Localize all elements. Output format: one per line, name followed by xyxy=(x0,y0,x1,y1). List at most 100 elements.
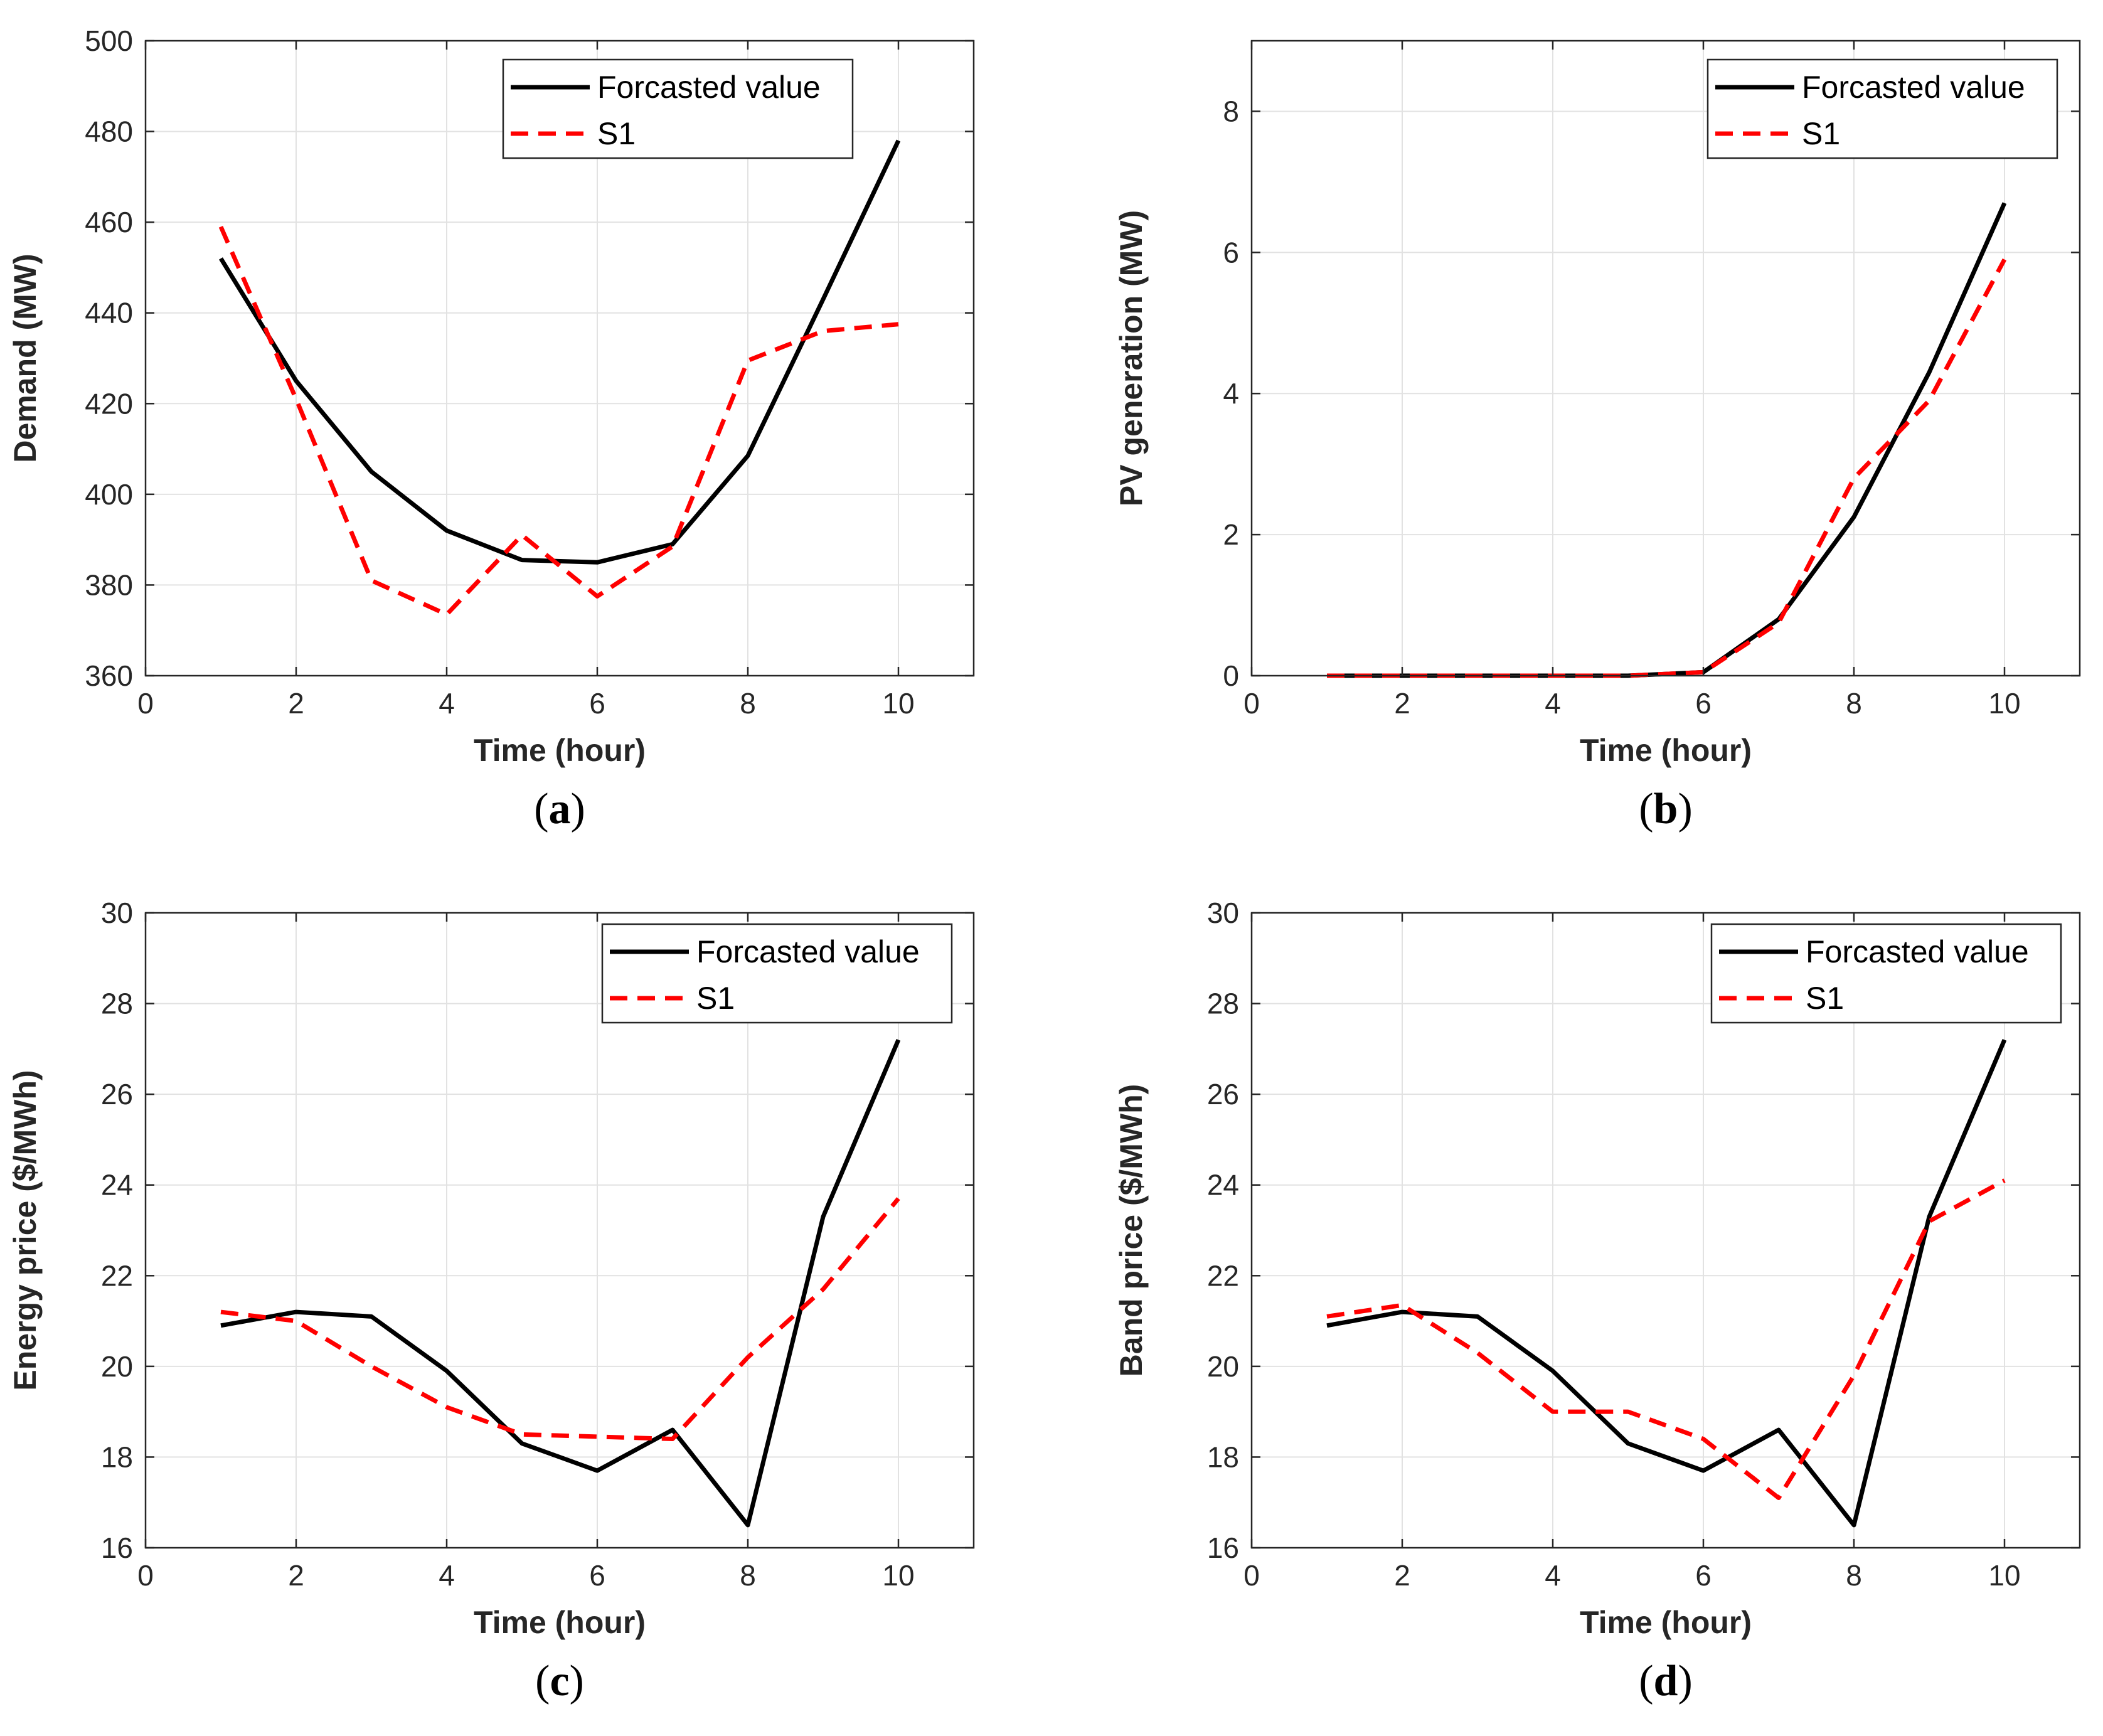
y-axis-label: PV generation (MW) xyxy=(1114,210,1149,506)
y-axis-label: Demand (MW) xyxy=(8,253,43,462)
caption-close-paren: ) xyxy=(1678,1657,1692,1705)
axes-box xyxy=(1250,40,2081,677)
legend-label: Forcasted value xyxy=(597,70,821,105)
panel-caption: (c) xyxy=(535,1657,584,1705)
caption-letter: a xyxy=(549,785,571,833)
legend: Forcasted value S1 xyxy=(1706,58,2058,159)
legend-box xyxy=(601,923,953,1024)
legend-label: S1 xyxy=(1806,981,1844,1016)
x-tick-label: 10 xyxy=(1988,1559,2020,1592)
caption-close-paren: ) xyxy=(571,785,585,833)
x-tick-label: 6 xyxy=(1695,1559,1712,1592)
forecast-series-line xyxy=(220,1039,901,1528)
caption-letter: c xyxy=(550,1657,569,1705)
y-tick-label: 480 xyxy=(85,115,133,148)
y-tick-label: 20 xyxy=(1207,1350,1239,1383)
y-axis-label: Energy price ($/MWh) xyxy=(8,1070,43,1390)
panel-caption: (a) xyxy=(534,785,585,833)
s1-series-line xyxy=(1326,1178,2006,1500)
x-tick-label: 0 xyxy=(1243,1559,1260,1592)
y-tick-label: 4 xyxy=(1223,377,1239,410)
y-tick-label: 400 xyxy=(85,478,133,511)
x-tick-label: 8 xyxy=(1846,687,1862,720)
axes-box xyxy=(1250,912,2081,1549)
x-tick-label: 0 xyxy=(137,687,154,720)
x-axis-label: Time (hour) xyxy=(474,1605,646,1640)
x-tick-label: 2 xyxy=(1394,687,1410,720)
y-axis-label: Band price ($/MWh) xyxy=(1114,1084,1149,1377)
x-tick-label: 2 xyxy=(288,687,304,720)
legend: Forcasted value S1 xyxy=(601,923,953,1024)
x-tick-label: 10 xyxy=(882,687,914,720)
caption-letter: d xyxy=(1654,1657,1678,1705)
legend-label: Forcasted value xyxy=(1806,934,2029,969)
y-tick-label: 26 xyxy=(1207,1078,1239,1110)
x-tick-label: 6 xyxy=(589,687,605,720)
y-tick-label: 22 xyxy=(1207,1259,1239,1292)
y-tick-label: 500 xyxy=(85,24,133,57)
y-tick-label: 28 xyxy=(101,988,133,1020)
y-tick-label: 6 xyxy=(1223,236,1239,269)
y-tick-label: 2 xyxy=(1223,518,1239,551)
caption-open-paren: ( xyxy=(534,785,548,833)
y-tick-label: 8 xyxy=(1223,95,1239,127)
y-tick-label: 18 xyxy=(1207,1440,1239,1473)
y-tick-label: 360 xyxy=(85,659,133,692)
y-tick-label: 380 xyxy=(85,568,133,601)
axes-box xyxy=(144,912,975,1549)
panel-b: 0 2 4 6 8 10 0 2 4 6 8 Time (hour) PV generation (MW… xyxy=(1114,40,2081,833)
y-tick-label: 22 xyxy=(101,1259,133,1292)
s1-series-line xyxy=(218,225,899,617)
x-tick-label: 10 xyxy=(882,1559,914,1592)
legend: Forcasted value S1 xyxy=(502,58,854,159)
y-tick-label: 460 xyxy=(85,206,133,238)
x-axis-label: Time (hour) xyxy=(1580,733,1752,768)
forecast-series-line xyxy=(1326,1039,2007,1528)
y-tick-label: 16 xyxy=(1207,1531,1239,1564)
caption-open-paren: ( xyxy=(535,1657,550,1705)
y-tick-label: 420 xyxy=(85,387,133,420)
caption-close-paren: ) xyxy=(1678,785,1692,833)
caption-letter: b xyxy=(1654,785,1678,833)
x-tick-label: 4 xyxy=(439,687,455,720)
y-tick-label: 24 xyxy=(1207,1169,1239,1201)
x-tick-label: 2 xyxy=(288,1559,304,1592)
legend-box xyxy=(1706,58,2058,159)
legend-label: Forcasted value xyxy=(696,934,920,969)
y-tick-label: 18 xyxy=(101,1440,133,1473)
y-tick-label: 24 xyxy=(101,1169,133,1201)
y-tick-label: 20 xyxy=(101,1350,133,1383)
x-tick-label: 8 xyxy=(740,687,756,720)
x-tick-label: 2 xyxy=(1394,1559,1410,1592)
legend-label: S1 xyxy=(1802,116,1840,151)
y-tick-label: 440 xyxy=(85,297,133,329)
x-tick-label: 6 xyxy=(589,1559,605,1592)
legend-box xyxy=(1710,923,2062,1024)
y-tick-label: 0 xyxy=(1223,659,1239,692)
forecast-series-line xyxy=(219,139,901,565)
panel-caption: (d) xyxy=(1639,1657,1693,1705)
legend-label: Forcasted value xyxy=(1802,70,2025,105)
x-tick-label: 4 xyxy=(439,1559,455,1592)
caption-open-paren: ( xyxy=(1639,785,1653,833)
x-tick-label: 4 xyxy=(1545,1559,1561,1592)
y-tick-label: 30 xyxy=(1207,897,1239,929)
y-tick-label: 26 xyxy=(101,1078,133,1110)
y-tick-label: 30 xyxy=(101,897,133,929)
caption-close-paren: ) xyxy=(570,1657,584,1705)
panel-caption: (b) xyxy=(1639,785,1693,833)
x-tick-label: 8 xyxy=(740,1559,756,1592)
axes-box xyxy=(144,40,975,677)
y-tick-label: 16 xyxy=(101,1531,133,1564)
x-tick-label: 8 xyxy=(1846,1559,1862,1592)
legend-label: S1 xyxy=(597,116,636,151)
x-tick-label: 6 xyxy=(1695,687,1712,720)
s1-series-line xyxy=(220,1197,900,1442)
x-axis-label: Time (hour) xyxy=(1580,1605,1752,1640)
y-tick-label: 28 xyxy=(1207,988,1239,1020)
x-tick-label: 0 xyxy=(1243,687,1260,720)
